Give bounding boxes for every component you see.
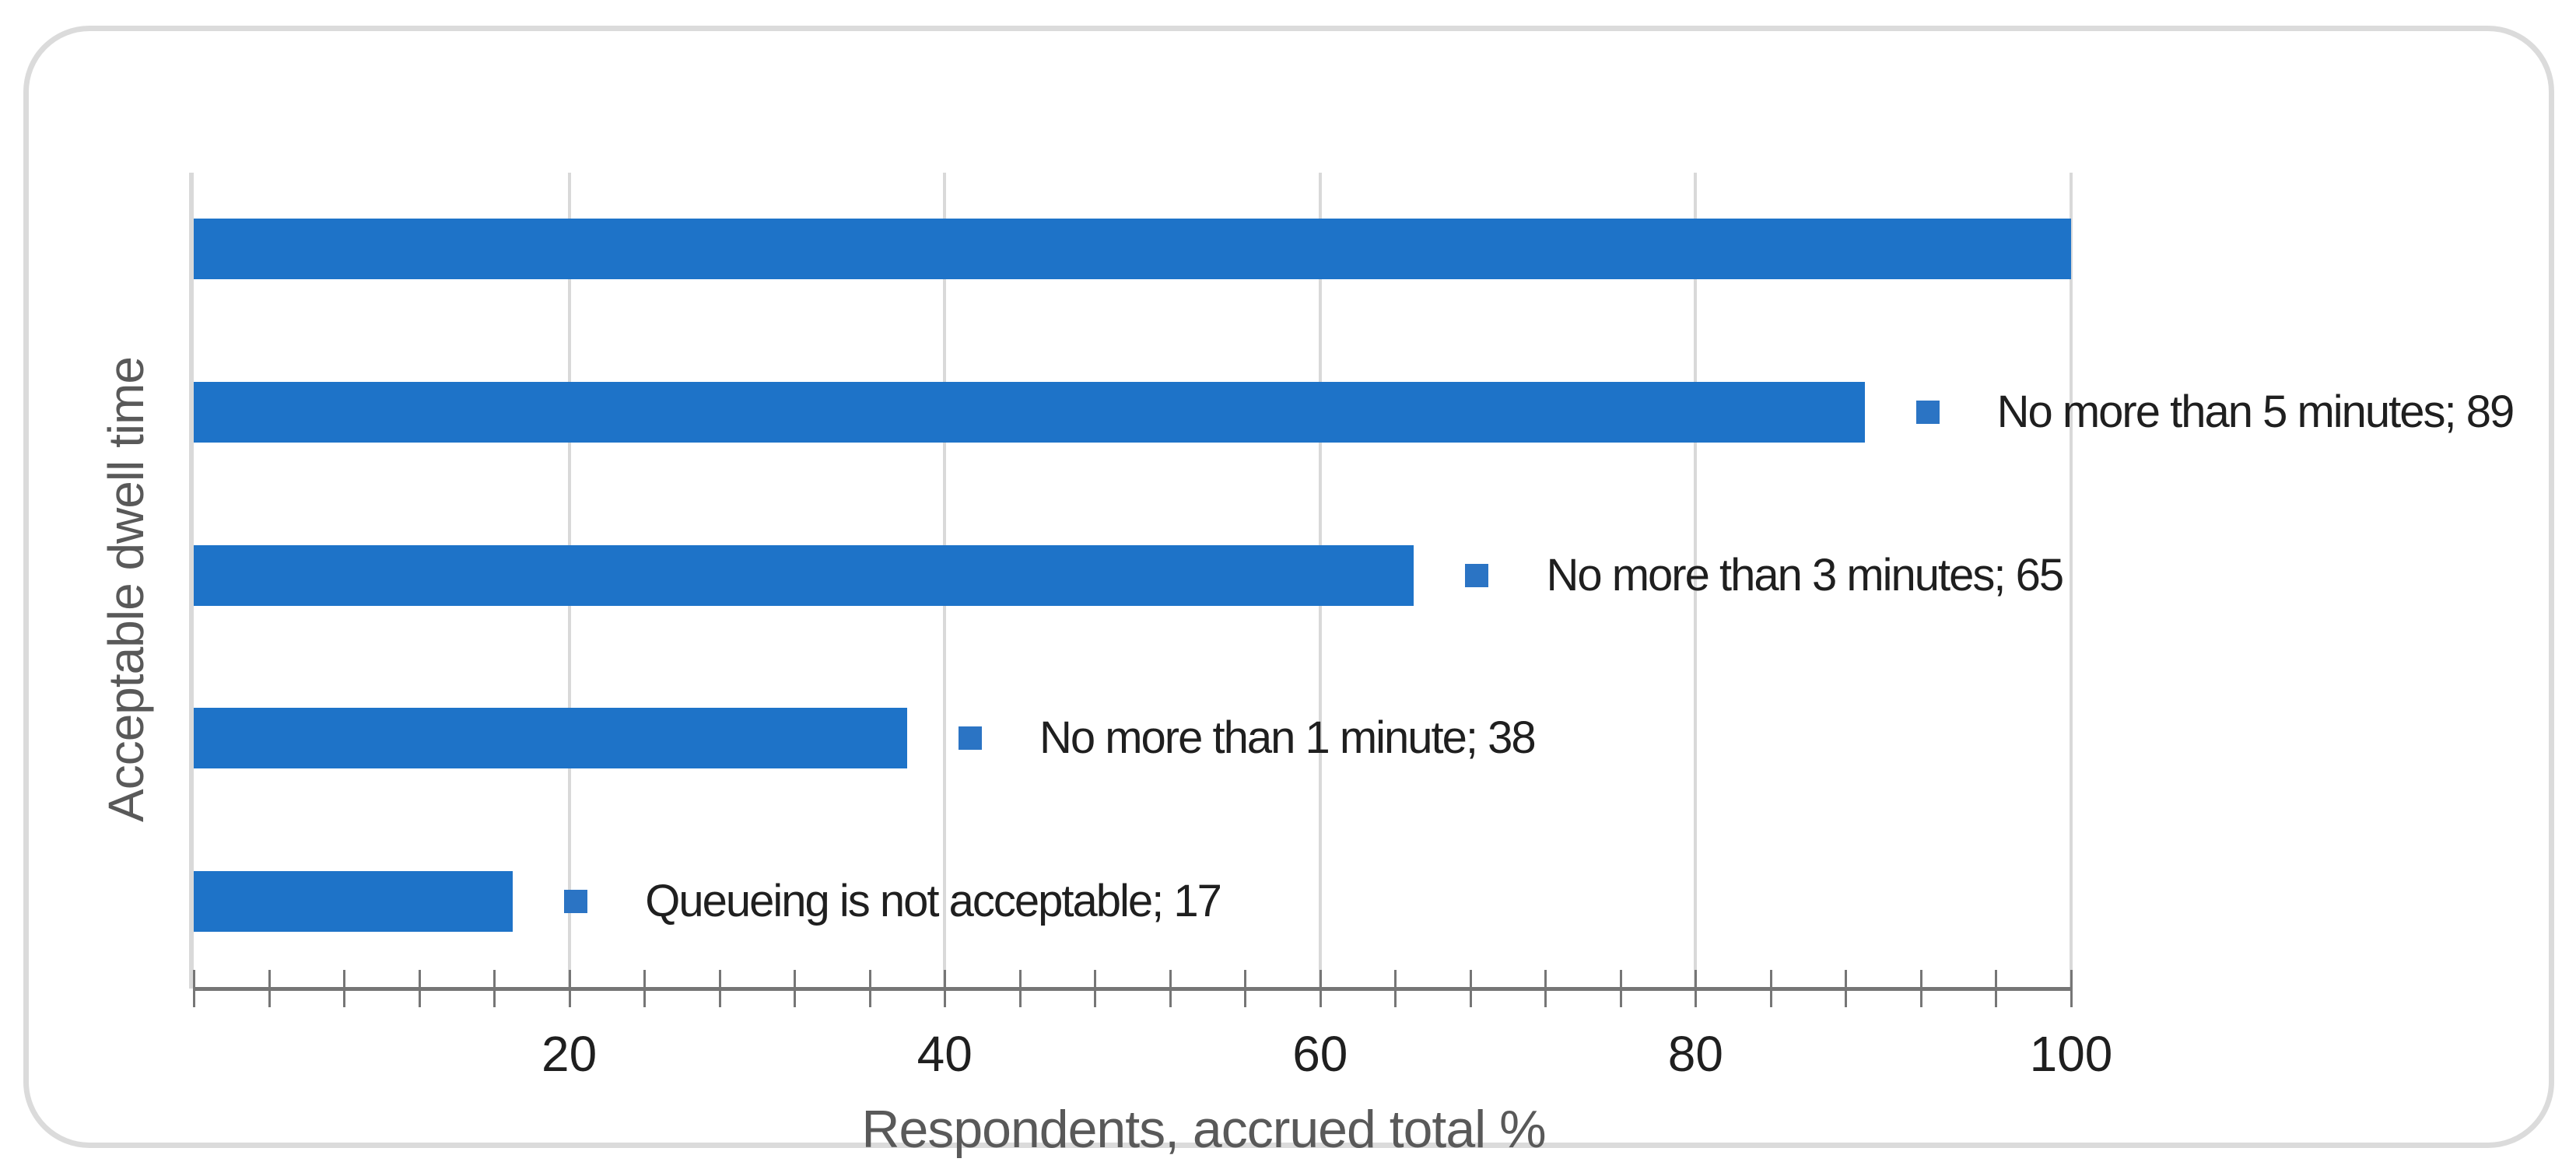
- tick-mark: [1244, 970, 1247, 1007]
- tick-mark: [493, 970, 496, 1007]
- x-axis-line: [194, 987, 2071, 991]
- data-label: No more than 5 minutes; 89: [1996, 386, 2515, 437]
- tick-mark: [868, 970, 871, 1007]
- tick-mark: [1995, 970, 1998, 1007]
- tick-mark: [1544, 970, 1547, 1007]
- tick-label: 40: [916, 1026, 973, 1082]
- tick-mark: [1169, 970, 1172, 1007]
- chart-card: Acceptable dwell time No more than 5 min…: [23, 26, 2554, 1156]
- tick-mark: [1094, 970, 1097, 1007]
- tick-label: 100: [2029, 1026, 2113, 1082]
- tick-mark: [1695, 970, 1698, 1007]
- bar: [194, 544, 1414, 606]
- tick-mark: [343, 970, 346, 1007]
- tick-mark: [1619, 970, 1622, 1007]
- tick-mark: [1469, 970, 1472, 1007]
- tick-mark: [1845, 970, 1848, 1007]
- gridline: [2070, 173, 2073, 989]
- data-label: No more than 3 minutes; 65: [1546, 549, 2064, 600]
- tick-mark: [1919, 970, 1922, 1007]
- legend-key-icon: [958, 726, 982, 751]
- tick-label: 80: [1667, 1026, 1723, 1082]
- tick-mark: [718, 970, 721, 1007]
- tick-mark: [643, 970, 647, 1007]
- bar: [194, 218, 2071, 279]
- tick-mark: [268, 970, 271, 1007]
- tick-mark: [418, 970, 421, 1007]
- tick-label: 20: [541, 1026, 598, 1082]
- legend-key-icon: [564, 890, 588, 914]
- data-label: Queueing is not acceptable; 17: [645, 876, 1222, 927]
- bar: [194, 381, 1865, 443]
- tick-label: 60: [1292, 1026, 1348, 1082]
- bar: [194, 708, 907, 769]
- y-axis-title: Acceptable dwell time: [98, 357, 154, 822]
- bar: [194, 871, 513, 933]
- tick-mark: [944, 970, 947, 1007]
- plot-area: No more than 5 minutes; 89 No more than 3…: [189, 173, 2515, 1079]
- y-axis-line: [189, 173, 194, 989]
- tick-mark: [193, 970, 195, 1007]
- x-axis-title: Respondents, accrued total %: [861, 1100, 1546, 1159]
- legend-key-icon: [1465, 563, 1489, 587]
- data-label: No more than 1 minute; 38: [1039, 712, 1537, 764]
- legend-key-icon: [1915, 400, 1940, 424]
- tick-mark: [1018, 970, 1022, 1007]
- tick-mark: [1394, 970, 1397, 1007]
- tick-mark: [1769, 970, 1772, 1007]
- tick-mark: [2070, 970, 2073, 1007]
- tick-mark: [794, 970, 797, 1007]
- tick-mark: [568, 970, 571, 1007]
- tick-mark: [1319, 970, 1322, 1007]
- gridline: [1694, 173, 1698, 989]
